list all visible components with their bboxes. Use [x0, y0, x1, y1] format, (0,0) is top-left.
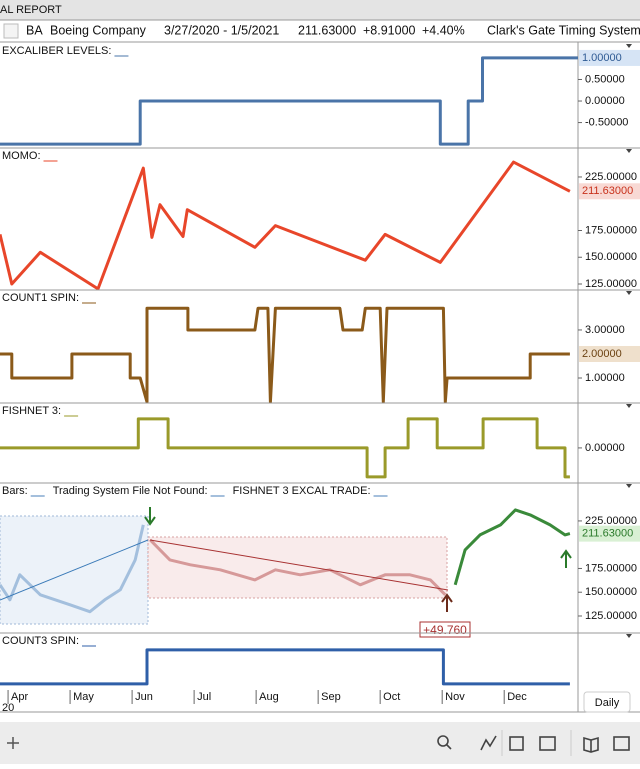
y-tick-label: 225.00000 [585, 171, 637, 183]
toolbar [0, 722, 640, 764]
y-tick-label: 225.00000 [585, 515, 637, 527]
series-line [0, 160, 571, 291]
system-name: Clark's Gate Timing System © [487, 23, 640, 37]
y-tick-label: 0.50000 [585, 73, 625, 85]
y-tick-label: 175.00000 [585, 562, 637, 574]
legend-text: FISHNET 3 EXCAL TRADE: [233, 485, 371, 497]
draw-tool[interactable] [480, 735, 497, 751]
y-tick-label: 150.00000 [585, 586, 637, 598]
panel-title: COUNT3 SPIN: [2, 635, 79, 647]
date-range: 3/27/2020 - 1/5/2021 [164, 23, 279, 37]
panel-menu[interactable] [626, 484, 632, 488]
x-tick-label: Apr [11, 691, 28, 703]
series-line [0, 306, 570, 404]
last-value-label: 1.00000 [582, 52, 622, 64]
symbol[interactable]: BA [26, 23, 43, 37]
panel-title: MOMO: [2, 150, 41, 162]
entry-arrow [144, 507, 156, 526]
percent-change: +4.40% [422, 23, 465, 37]
series-line [453, 508, 571, 586]
y-tick-label: 125.00000 [585, 610, 637, 622]
panel-menu[interactable] [626, 291, 632, 295]
series-line [0, 417, 570, 479]
y-tick-label: -0.50000 [585, 116, 628, 128]
panel-title: EXCALIBER LEVELS: [2, 45, 111, 57]
panel-title: Bars: [2, 485, 28, 497]
y-tick-label: 150.00000 [585, 251, 637, 263]
legend-text: Trading System File Not Found: [53, 485, 208, 497]
last-value-box [579, 345, 640, 362]
last-value-label: 2.00000 [582, 348, 622, 360]
panel-menu[interactable] [626, 404, 632, 408]
last-value-box [579, 525, 640, 542]
grid-tool[interactable] [509, 736, 524, 751]
last-value-label: 211.63000 [582, 185, 633, 197]
trade-line [149, 539, 449, 591]
period-button[interactable] [583, 691, 631, 713]
symbol-icon[interactable] [3, 23, 19, 39]
layout-tool[interactable] [539, 736, 556, 751]
trade-label: +49.760 [423, 623, 467, 637]
book-tool[interactable] [583, 736, 599, 753]
trade-box [147, 536, 448, 599]
y-tick-label: 125.00000 [585, 278, 637, 290]
entry-arrow [560, 549, 572, 568]
x-tick-label: Dec [507, 691, 527, 703]
last-value-box [579, 183, 640, 200]
y-tick-label: 1.00000 [585, 372, 625, 384]
add-button[interactable] [7, 737, 19, 749]
exit-arrow [441, 593, 453, 612]
x-tick-label: Sep [321, 691, 341, 703]
x-tick-label: May [73, 691, 94, 703]
panel-menu[interactable] [626, 149, 632, 153]
trade-line [0, 539, 149, 601]
last-price: 211.63000 [298, 23, 356, 37]
year-label: 20 [2, 702, 14, 714]
period-label[interactable]: Daily [595, 697, 620, 709]
window-title: AL REPORT [0, 4, 62, 16]
y-tick-label: 3.00000 [585, 324, 625, 336]
x-tick-label: Jul [197, 691, 211, 703]
last-value-label: 211.63000 [582, 528, 633, 540]
price-change: +8.91000 [363, 23, 416, 37]
panel-title: COUNT1 SPIN: [2, 292, 79, 304]
panel-menu[interactable] [626, 44, 632, 48]
panel-menu[interactable] [626, 634, 632, 638]
search-button[interactable] [437, 735, 449, 747]
y-tick-label: 175.00000 [585, 224, 637, 236]
panel-title: FISHNET 3: [2, 405, 61, 417]
company-name: Boeing Company [50, 23, 147, 37]
x-tick-label: Nov [445, 691, 465, 703]
x-tick-label: Oct [383, 691, 400, 703]
series-line [0, 648, 570, 686]
x-tick-label: Jun [135, 691, 153, 703]
panel-tool[interactable] [613, 736, 630, 751]
x-tick-label: Aug [259, 691, 279, 703]
series-line [0, 56, 578, 146]
search-button[interactable] [446, 744, 452, 750]
last-value-box [579, 49, 640, 66]
window-bar [0, 0, 640, 20]
y-tick-label: 0.00000 [585, 95, 625, 107]
y-tick-label: 0.00000 [585, 442, 625, 454]
